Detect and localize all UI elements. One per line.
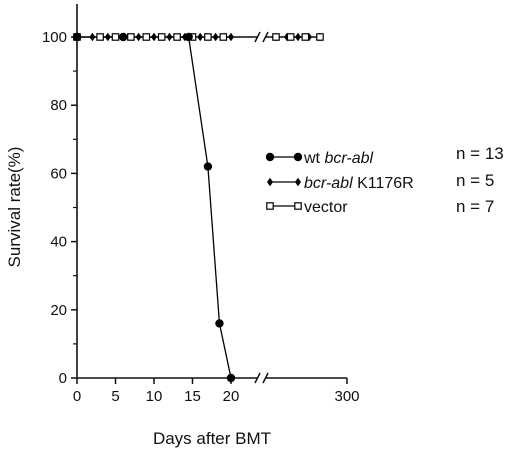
series-1-point-2 (104, 32, 111, 42)
y-tick-label-1: 20 (50, 302, 67, 319)
legend-n-1: n = 5 (456, 171, 494, 190)
series-1-point-9 (212, 32, 219, 42)
axes (76, 4, 347, 384)
series-0-point-2 (184, 32, 193, 42)
x-axis-title: Days after BMT (153, 429, 271, 448)
series-2-point-5 (157, 33, 166, 41)
series-0-point-3 (203, 162, 213, 171)
series-0-point-0 (72, 32, 82, 42)
series-line-0 (77, 36, 232, 379)
series-lines (77, 36, 322, 379)
y-tick-label-2: 40 (50, 234, 67, 251)
series-markers (72, 32, 324, 383)
series-2-point-after-break-0 (272, 33, 280, 41)
legend-marker-0-b (293, 152, 303, 162)
series-break-mark-b (262, 31, 269, 43)
y-tick-label-4: 80 (50, 97, 67, 114)
series-2-point-1 (96, 33, 104, 41)
series-1-point-1 (89, 32, 96, 42)
x-tick-label-3: 15 (184, 388, 201, 405)
series-break-mark-a (254, 31, 261, 43)
legend: wt bcr-abl n = 13 bcr-abl K1176R n = 5 vecto… (265, 144, 504, 216)
series-1-point-4 (135, 32, 142, 42)
series-1-point-6 (166, 32, 173, 42)
axis-ticks: 0 20 40 60 80 100 0 5 10 15 20 300 (42, 29, 360, 405)
legend-marker-1-b (295, 177, 301, 187)
series-2-point-4 (142, 33, 151, 41)
series-0-point-4 (215, 319, 224, 328)
x-tick-label-right: 300 (334, 388, 359, 405)
series-2-point-after-break-1 (286, 33, 295, 41)
series-2-point-8 (204, 33, 212, 41)
series-2-point-after-break-2 (301, 33, 310, 41)
y-tick-label-3: 60 (50, 165, 67, 182)
x-axis-break-mark-a (254, 372, 261, 384)
series-1-point-after-break-2 (295, 32, 301, 42)
legend-label-2: vector (304, 199, 348, 216)
series-2-point-2 (111, 33, 120, 41)
series-2-point-9 (219, 33, 228, 41)
legend-marker-2-b (294, 202, 302, 210)
series-0-point-5 (226, 373, 236, 383)
x-tick-label-4: 20 (223, 388, 240, 405)
series-0-point-1 (119, 32, 128, 42)
x-tick-label-2: 10 (146, 388, 163, 405)
x-axis-break-mark-b (262, 372, 269, 384)
series-1-point-10 (228, 32, 234, 42)
y-tick-label-5: 100 (42, 29, 67, 46)
legend-marker-1-a (267, 177, 273, 187)
series-2-point-3 (127, 33, 135, 41)
legend-n-0: n = 13 (456, 144, 504, 163)
legend-label-0: wt bcr-abl (303, 150, 374, 167)
legend-marker-2-a (266, 202, 274, 210)
legend-n-2: n = 7 (456, 197, 494, 216)
series-1-point-5 (151, 32, 157, 42)
y-tick-label-0: 0 (59, 370, 67, 387)
series-1-point-8 (197, 32, 204, 42)
legend-label-1: bcr-abl K1176R (304, 175, 414, 192)
series-2-point-after-break-3 (316, 33, 324, 41)
legend-marker-0-a (265, 152, 275, 162)
y-axis-title: Survival rate(%) (5, 147, 24, 268)
x-tick-label-1: 5 (111, 388, 119, 405)
x-tick-label-0: 0 (73, 388, 81, 405)
series-2-point-6 (173, 33, 181, 41)
